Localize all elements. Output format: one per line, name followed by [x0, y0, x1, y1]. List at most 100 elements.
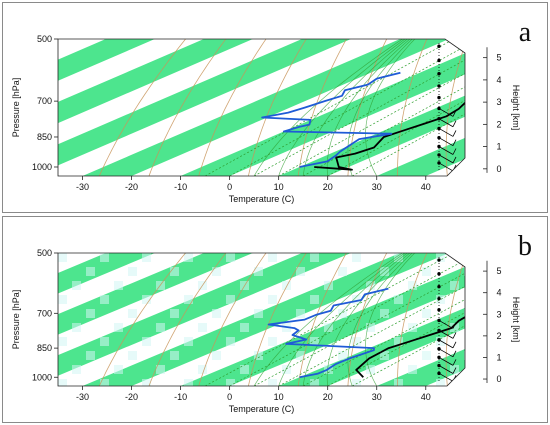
overlay-cell — [58, 379, 67, 386]
overlay-cell — [184, 379, 193, 386]
x-tick-label: -10 — [174, 392, 187, 402]
dry-adiabat — [98, 253, 193, 386]
overlay-cell — [394, 337, 403, 346]
wind-barb-flag — [452, 120, 457, 127]
overlay-cell — [464, 267, 465, 276]
moist-adiabat — [365, 253, 419, 386]
moist-adiabat — [347, 39, 417, 176]
height-axis-title: Height [km] — [511, 85, 521, 131]
overlay-cell — [72, 281, 81, 290]
dry-adiabat — [98, 39, 193, 176]
overlay-cell — [464, 351, 465, 360]
isotherm-band — [58, 253, 351, 386]
wind-barb — [438, 372, 454, 382]
wind-point — [437, 284, 441, 289]
overlay-cell — [170, 267, 179, 276]
wind-point — [437, 44, 441, 48]
dry-adiabat — [397, 253, 431, 386]
overlay-cell — [142, 295, 151, 304]
overlay-cell — [100, 337, 109, 346]
wind-point — [437, 296, 441, 301]
dry-adiabat — [539, 32, 547, 177]
mixing-ratio-line — [278, 253, 465, 386]
y-axis-title: Pressure [hPa] — [11, 78, 21, 138]
dry-adiabat — [445, 39, 465, 176]
wind-barb — [438, 108, 454, 117]
overlay-cell — [226, 295, 235, 304]
overlay-cell — [408, 365, 417, 374]
wind-point — [437, 71, 441, 76]
y-tick-label: 700 — [37, 96, 52, 106]
overlay-cell — [72, 365, 81, 374]
overlay-cell — [254, 267, 263, 276]
x-tick-label: 20 — [323, 182, 333, 192]
mixing-lines — [204, 39, 465, 176]
overlay-cell — [366, 365, 375, 374]
wind-barb-flag — [452, 341, 457, 349]
overlay-cell — [212, 267, 221, 276]
dewpoint-profile — [261, 71, 401, 168]
wind-barb — [438, 320, 454, 329]
overlay-cell — [198, 323, 207, 332]
dry-adiabats — [98, 32, 547, 177]
height-tick-label: 0 — [496, 164, 501, 174]
mixing-ratio-line — [229, 253, 465, 386]
y-tick-label: 1000 — [32, 162, 52, 172]
overlay-cell — [268, 295, 277, 304]
y-tick-label: 700 — [37, 308, 52, 318]
overlay-cell — [310, 295, 319, 304]
isotherm-band — [278, 39, 465, 176]
wind-barb — [438, 154, 454, 164]
wind-barbs — [437, 257, 457, 382]
moist-adiabat — [347, 253, 417, 386]
overlay-cell — [268, 337, 277, 346]
overlay-cell — [114, 323, 123, 332]
wind-point — [437, 272, 441, 276]
mixing-ratio-line — [303, 253, 465, 386]
overlay-cell — [114, 365, 123, 374]
overlay-cell — [254, 351, 263, 360]
wind-barb — [438, 330, 454, 339]
isotherm-band — [58, 39, 253, 176]
overlay-cell — [198, 365, 207, 374]
overlay-cell — [58, 253, 67, 262]
dry-adiabat — [347, 39, 391, 176]
height-tick-label: 1 — [496, 352, 501, 362]
wind-barb — [438, 146, 454, 155]
isotherm-band — [58, 39, 155, 176]
overlay-cell — [156, 365, 165, 374]
overlay-cell — [422, 309, 431, 318]
moist-adiabat — [326, 39, 415, 176]
overlay-cell — [366, 323, 375, 332]
skewt-panel-a: -30 -20 -10 0 10 20 30 40 Temperature (C) 500 700 8… — [2, 2, 548, 213]
overlay-cell — [436, 379, 445, 386]
overlay-cell — [100, 253, 109, 262]
mixing-ratio-line — [253, 39, 465, 176]
moist-adiabat — [253, 253, 409, 386]
wind-barb — [438, 128, 454, 137]
y-tick-label: 1000 — [32, 372, 52, 382]
isotherm-band — [58, 39, 351, 176]
wind-point — [437, 308, 441, 312]
wind-barb — [438, 118, 454, 128]
mixing-ratio-line — [253, 253, 465, 386]
overlay-cell — [156, 323, 165, 332]
x-tick-label: -20 — [125, 392, 138, 402]
mixing-ratio-line — [204, 39, 455, 176]
overlay-cell — [436, 253, 445, 262]
overlay-cell — [86, 351, 95, 360]
isotherm-band — [475, 253, 547, 386]
x-tick-label: 30 — [372, 392, 382, 402]
dry-adiabat — [248, 253, 312, 386]
skewt-panel-b: -30 -20 -10 0 10 20 30 40 Temperature (C) 500 700 8… — [2, 216, 548, 423]
overlay-cell — [72, 323, 81, 332]
wind-barb — [438, 162, 454, 172]
overlay-cell — [170, 309, 179, 318]
isotherm-band — [58, 253, 155, 386]
overlay-cell — [436, 295, 445, 304]
x-tick-label: -30 — [76, 182, 89, 192]
x-tick-label: -10 — [174, 182, 187, 192]
overlay-cell — [450, 365, 459, 374]
wind-barb — [438, 365, 454, 374]
moist-adiabat — [365, 39, 419, 176]
